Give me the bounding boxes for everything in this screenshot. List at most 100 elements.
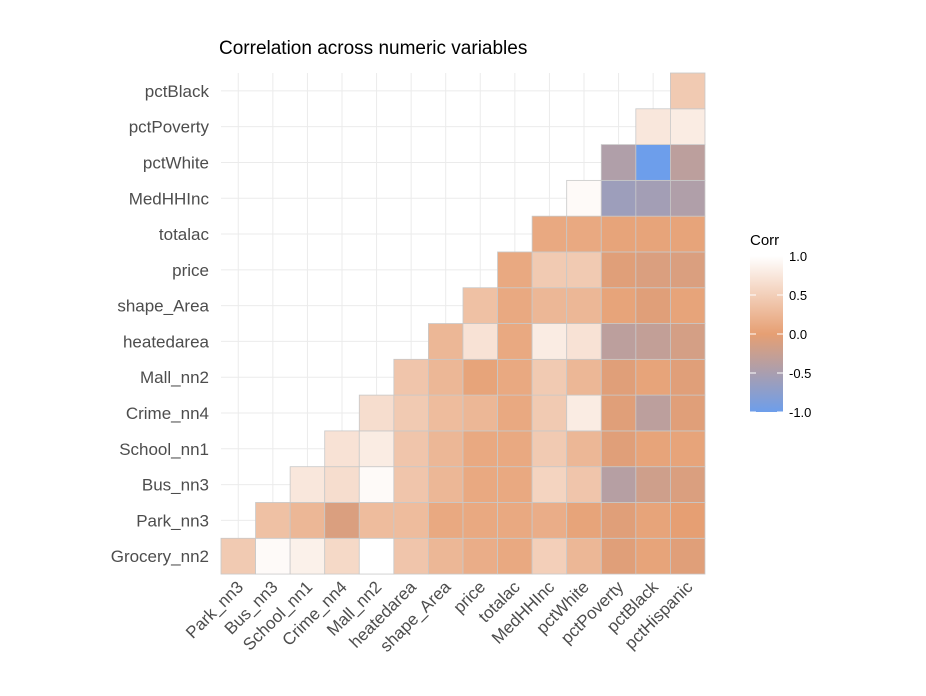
heatmap-cell <box>531 323 568 360</box>
heatmap-cell <box>497 323 533 360</box>
heatmap-cell <box>324 537 360 575</box>
heatmap-cell <box>428 323 464 360</box>
heatmap-cell <box>497 537 533 575</box>
heatmap-cell <box>255 502 291 539</box>
heatmap-cell <box>670 466 706 503</box>
heatmap-cell <box>635 430 671 468</box>
legend-tick-label: -1.0 <box>789 405 811 420</box>
heatmap-cell <box>393 430 429 468</box>
heatmap-cell <box>462 502 498 539</box>
y-tick-label: School_nn1 <box>119 440 209 459</box>
heatmap-cell <box>566 502 602 539</box>
heatmap-cell <box>600 394 637 432</box>
heatmap-cell <box>393 502 429 539</box>
heatmap-cell <box>462 430 498 468</box>
heatmap-cell <box>220 537 256 575</box>
heatmap-cell <box>531 537 568 575</box>
heatmap-cell <box>670 358 706 396</box>
heatmap-cell <box>670 108 706 145</box>
legend-title: Corr <box>750 232 779 249</box>
y-tick-label: pctBlack <box>145 82 210 101</box>
heatmap-cell <box>358 466 395 503</box>
heatmap-cell <box>635 144 671 181</box>
heatmap-cell <box>670 72 706 110</box>
heatmap-cell <box>566 358 602 396</box>
y-tick-label: Mall_nn2 <box>140 368 209 387</box>
heatmap-cell <box>600 323 637 360</box>
heatmap-cell <box>635 358 671 396</box>
heatmap-cell <box>324 430 360 468</box>
heatmap-cell <box>358 394 395 432</box>
heatmap-cell <box>635 394 671 432</box>
heatmap-cell <box>566 323 602 360</box>
heatmap-cell <box>428 466 464 503</box>
heatmap-cell <box>531 251 568 289</box>
heatmap-cell <box>393 358 429 396</box>
heatmap-cell <box>566 537 602 575</box>
heatmap-cell <box>566 430 602 468</box>
heatmap-cell <box>462 394 498 432</box>
heatmap-cell <box>497 287 533 324</box>
heatmap-cell <box>462 358 498 396</box>
heatmap-cell <box>600 287 637 324</box>
heatmap-cell <box>462 323 498 360</box>
y-tick-label: Crime_nn4 <box>126 404 209 423</box>
heatmap-cell <box>289 502 326 539</box>
x-axis-tick-labels: Park_nn3Bus_nn3School_nn1Crime_nn4Mall_n… <box>182 577 697 656</box>
heatmap-cell <box>566 466 602 503</box>
y-axis-tick-labels: Grocery_nn2 Park_nn3 Bus_nn3 School_nn1 Crim… <box>111 82 210 566</box>
heatmap-cell <box>670 287 706 324</box>
y-tick-label: totalac <box>159 225 210 244</box>
heatmap-cell <box>670 502 706 539</box>
heatmap-cell <box>670 537 706 575</box>
heatmap-cell <box>497 394 533 432</box>
heatmap-cell <box>324 466 360 503</box>
heatmap-cell <box>635 287 671 324</box>
heatmap-cell <box>358 502 395 539</box>
heatmap-cell <box>635 108 671 145</box>
y-tick-label: shape_Area <box>117 297 209 316</box>
heatmap-cell <box>531 466 568 503</box>
heatmap-cell <box>600 144 637 181</box>
heatmap-cell <box>566 251 602 289</box>
legend-ticks: 1.0 0.5 0.0 -0.5 -1.0 <box>750 249 811 420</box>
heatmap-cell <box>670 323 706 360</box>
heatmap-cell <box>531 394 568 432</box>
y-tick-label: pctWhite <box>143 153 209 172</box>
heatmap-cell <box>497 466 533 503</box>
heatmap-cell <box>462 537 498 575</box>
heatmap-cell <box>600 430 637 468</box>
heatmap-cell <box>670 179 706 217</box>
heatmap-cell <box>600 251 637 289</box>
heatmap-cell <box>600 358 637 396</box>
legend-tick-label: 0.0 <box>789 327 807 342</box>
heatmap-cell <box>635 251 671 289</box>
heatmap-cell <box>255 537 291 575</box>
y-tick-label: Bus_nn3 <box>142 476 209 495</box>
heatmap-cells <box>220 72 706 575</box>
y-tick-label: MedHHInc <box>129 189 210 208</box>
heatmap-cell <box>531 287 568 324</box>
color-legend: Corr 1.0 0.5 0.0 -0.5 -1.0 <box>750 232 811 420</box>
heatmap-cell <box>600 537 637 575</box>
heatmap-cell <box>497 502 533 539</box>
heatmap-cell <box>600 179 637 217</box>
heatmap-cell <box>531 430 568 468</box>
heatmap-cell <box>670 215 706 253</box>
y-tick-label: price <box>172 261 209 280</box>
heatmap-cell <box>462 466 498 503</box>
chart-title: Correlation across numeric variables <box>219 38 527 59</box>
heatmap-cell <box>497 430 533 468</box>
heatmap-cell <box>635 179 671 217</box>
heatmap-cell <box>566 394 602 432</box>
heatmap-cell <box>393 394 429 432</box>
heatmap-cell <box>600 215 637 253</box>
heatmap-cell <box>566 179 602 217</box>
heatmap-cell <box>531 215 568 253</box>
heatmap-cell <box>670 144 706 181</box>
heatmap-cell <box>393 466 429 503</box>
heatmap-cell <box>289 466 326 503</box>
heatmap-cell <box>670 430 706 468</box>
heatmap-cell <box>462 287 498 324</box>
heatmap-cell <box>428 537 464 575</box>
